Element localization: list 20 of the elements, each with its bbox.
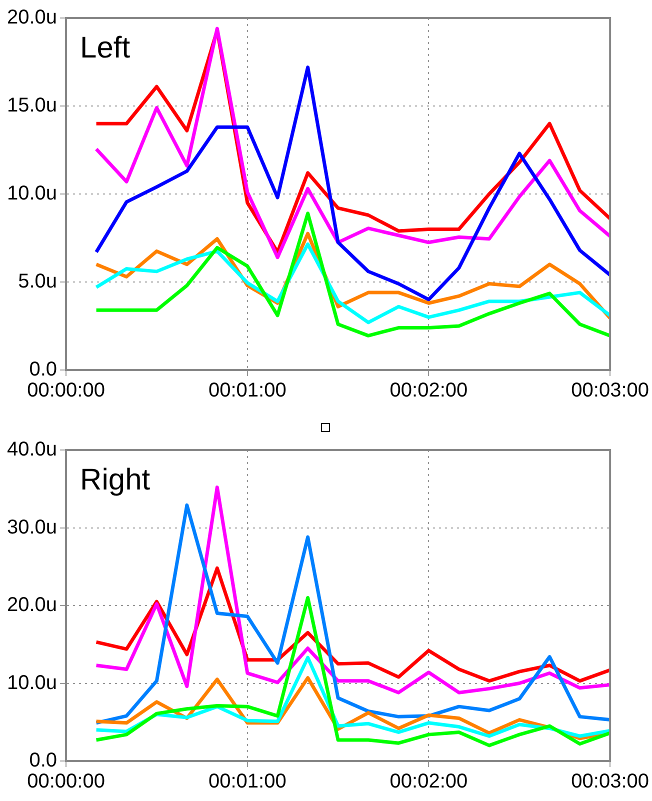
x-tick-label: 00:03:00 — [571, 770, 650, 793]
y-tick-label: 5.0u — [18, 270, 58, 293]
y-tick-label: 20.0u — [6, 6, 58, 29]
chart-title: Left — [80, 31, 131, 64]
x-tick-label: 00:02:00 — [390, 380, 468, 402]
y-tick-label: 20.0u — [6, 594, 58, 616]
chart-title: Right — [80, 463, 151, 496]
y-tick-label: 10.0u — [6, 182, 58, 205]
x-tick-label: 00:02:00 — [390, 770, 468, 793]
y-tick-label: 0.0 — [29, 750, 58, 772]
x-tick-label: 00:00:00 — [27, 770, 105, 793]
y-tick-label: 40.0u — [6, 438, 58, 461]
x-tick-label: 00:01:00 — [208, 770, 286, 793]
x-tick-label: 00:01:00 — [208, 380, 286, 402]
y-tick-label: 0.0 — [29, 358, 58, 381]
y-tick-label: 30.0u — [6, 516, 58, 538]
y-tick-label: 10.0u — [6, 672, 58, 694]
y-tick-label: 15.0u — [6, 94, 58, 117]
x-tick-label: 00:03:00 — [571, 380, 650, 402]
x-tick-label: 00:00:00 — [27, 380, 105, 402]
